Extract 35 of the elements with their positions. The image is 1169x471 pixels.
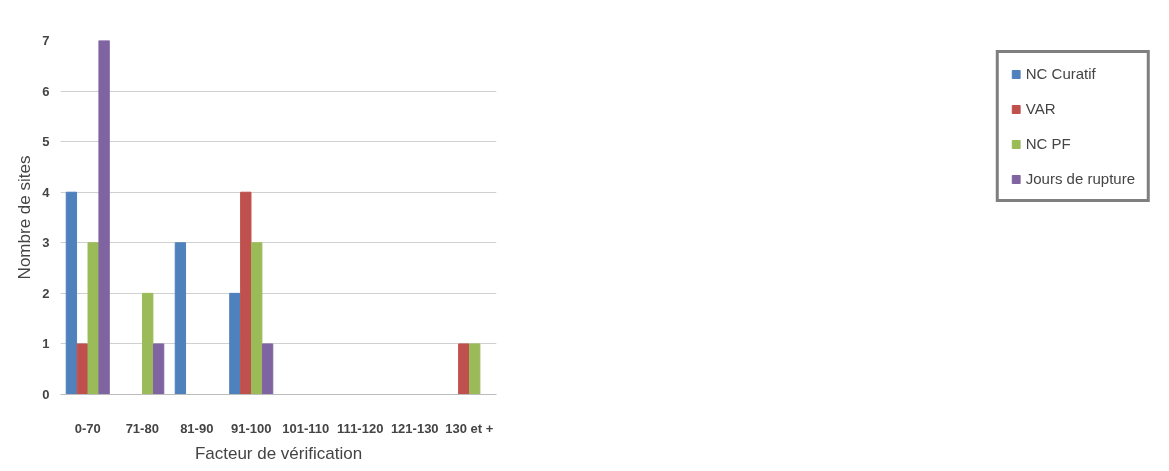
y-tick-label: 3 [42, 235, 50, 251]
y-tick-label: 5 [42, 134, 50, 150]
y-tick-label: 1 [42, 336, 50, 352]
x-tick-label: 71-80 [125, 420, 159, 436]
legend-label: NC Curatif [1025, 65, 1096, 82]
x-tick-label: 0-70 [74, 420, 101, 436]
y-tick-label: 6 [42, 83, 50, 99]
bar [65, 191, 78, 395]
y-tick-label: 7 [42, 33, 50, 48]
x-tick-label: 130 et + [445, 420, 494, 436]
bar [76, 343, 88, 395]
y-tick-label: 0 [42, 387, 50, 402]
bar [98, 40, 110, 395]
bar [142, 292, 154, 395]
x-tick-label: 121-130 [390, 420, 439, 436]
x-tick-label: 101-110 [282, 420, 330, 436]
bar [152, 343, 165, 395]
bar [174, 242, 187, 395]
x-axis-title: Facteur de vérification [194, 443, 363, 463]
x-tick-label: 91-100 [231, 420, 272, 436]
bar [87, 242, 99, 395]
bar [469, 343, 481, 395]
bar [229, 292, 241, 395]
y-axis-title: Nombre de sites [15, 155, 35, 280]
legend-label: Jours de rupture [1025, 170, 1135, 187]
bar [251, 242, 263, 395]
x-tick-label: 81-90 [180, 420, 214, 436]
y-tick-label: 2 [42, 285, 50, 301]
x-tick-label: 111-120 [337, 420, 384, 436]
bar [458, 343, 470, 395]
legend-label: VAR [1025, 100, 1056, 117]
legend-label: NC PF [1025, 135, 1071, 152]
bar [261, 343, 274, 395]
bar [240, 191, 252, 395]
y-tick-label: 4 [42, 184, 51, 200]
